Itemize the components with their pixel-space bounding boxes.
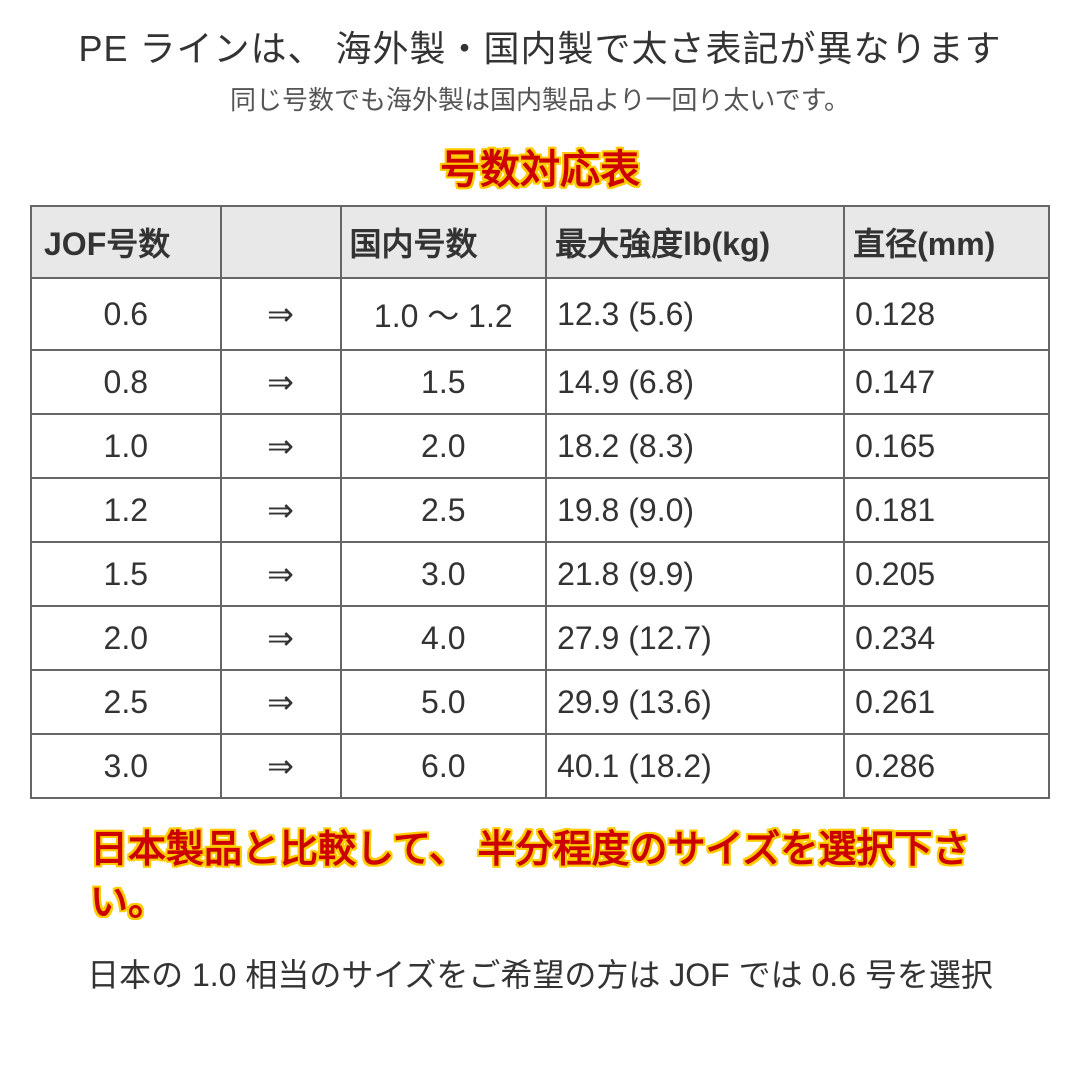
main-title: PE ラインは、 海外製・国内製で太さ表記が異なります [30, 20, 1050, 72]
cell-jof: 1.2 [31, 478, 221, 542]
cell-domestic: 2.5 [341, 478, 547, 542]
cell-diameter: 0.128 [844, 278, 1049, 350]
cell-strength: 19.8 (9.0) [546, 478, 844, 542]
cell-arrow: ⇒ [221, 606, 341, 670]
col-header-jof: JOF号数 [31, 206, 221, 278]
cell-diameter: 0.286 [844, 734, 1049, 798]
table-row: 0.8⇒1.514.9 (6.8)0.147 [31, 350, 1049, 414]
table-row: 0.6⇒1.0 ～ 1.212.3 (5.6)0.128 [31, 278, 1049, 350]
cell-strength: 21.8 (9.9) [546, 542, 844, 606]
cell-domestic: 1.0 ～ 1.2 [341, 278, 547, 350]
cell-domestic: 3.0 [341, 542, 547, 606]
cell-arrow: ⇒ [221, 478, 341, 542]
cell-jof: 2.0 [31, 606, 221, 670]
cell-arrow: ⇒ [221, 670, 341, 734]
cell-arrow: ⇒ [221, 542, 341, 606]
col-header-arrow [221, 206, 341, 278]
cell-jof: 0.8 [31, 350, 221, 414]
cell-jof: 0.6 [31, 278, 221, 350]
table-row: 1.5⇒3.021.8 (9.9)0.205 [31, 542, 1049, 606]
highlight-note: 日本製品と比較して、 半分程度のサイズを選択下さい。 [90, 824, 1010, 930]
cell-strength: 40.1 (18.2) [546, 734, 844, 798]
bottom-note: 日本の 1.0 相当のサイズをご希望の方は JOF では 0.6 号を選択 [30, 950, 1050, 996]
table-title: 号数対応表 [30, 137, 1050, 195]
cell-domestic: 6.0 [341, 734, 547, 798]
subtitle: 同じ号数でも海外製は国内製品より一回り太いです。 [30, 80, 1050, 117]
cell-strength: 27.9 (12.7) [546, 606, 844, 670]
table-row: 1.0⇒2.018.2 (8.3)0.165 [31, 414, 1049, 478]
cell-strength: 18.2 (8.3) [546, 414, 844, 478]
table-row: 2.0⇒4.027.9 (12.7)0.234 [31, 606, 1049, 670]
cell-diameter: 0.165 [844, 414, 1049, 478]
col-header-strength: 最大強度lb(kg) [546, 206, 844, 278]
cell-strength: 12.3 (5.6) [546, 278, 844, 350]
cell-jof: 1.0 [31, 414, 221, 478]
cell-diameter: 0.205 [844, 542, 1049, 606]
cell-domestic: 1.5 [341, 350, 547, 414]
cell-jof: 3.0 [31, 734, 221, 798]
cell-diameter: 0.234 [844, 606, 1049, 670]
table-row: 3.0⇒6.040.1 (18.2)0.286 [31, 734, 1049, 798]
cell-arrow: ⇒ [221, 734, 341, 798]
cell-arrow: ⇒ [221, 414, 341, 478]
cell-domestic: 2.0 [341, 414, 547, 478]
cell-arrow: ⇒ [221, 278, 341, 350]
table-header-row: JOF号数 国内号数 最大強度lb(kg) 直径(mm) [31, 206, 1049, 278]
conversion-table: JOF号数 国内号数 最大強度lb(kg) 直径(mm) 0.6⇒1.0 ～ 1… [30, 205, 1050, 799]
cell-diameter: 0.181 [844, 478, 1049, 542]
cell-arrow: ⇒ [221, 350, 341, 414]
cell-strength: 29.9 (13.6) [546, 670, 844, 734]
col-header-domestic: 国内号数 [341, 206, 547, 278]
cell-domestic: 4.0 [341, 606, 547, 670]
cell-domestic: 5.0 [341, 670, 547, 734]
col-header-diameter: 直径(mm) [844, 206, 1049, 278]
cell-strength: 14.9 (6.8) [546, 350, 844, 414]
table-row: 2.5⇒5.029.9 (13.6)0.261 [31, 670, 1049, 734]
cell-jof: 2.5 [31, 670, 221, 734]
cell-diameter: 0.261 [844, 670, 1049, 734]
cell-diameter: 0.147 [844, 350, 1049, 414]
cell-jof: 1.5 [31, 542, 221, 606]
table-row: 1.2⇒2.519.8 (9.0)0.181 [31, 478, 1049, 542]
